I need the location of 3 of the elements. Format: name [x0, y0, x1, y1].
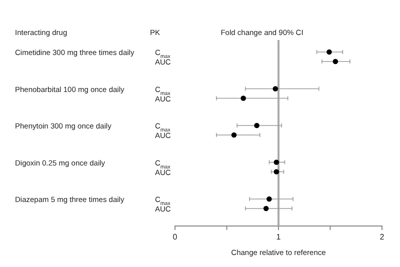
x-tick-label: 2	[380, 232, 385, 242]
x-tick-label: 1	[276, 232, 282, 242]
x-tick-label: 0	[172, 232, 178, 242]
